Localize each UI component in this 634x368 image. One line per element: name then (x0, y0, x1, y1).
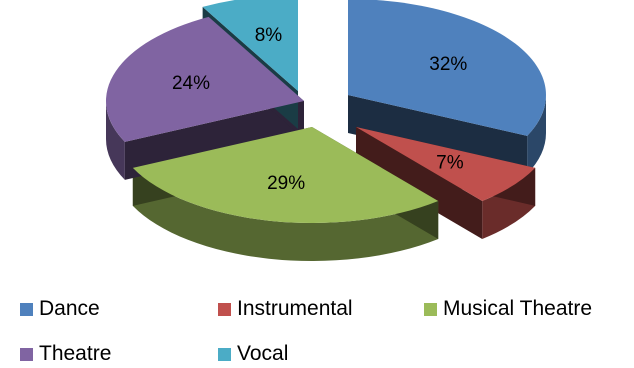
slice-musical-theatre (132, 127, 439, 224)
slice-dance (348, 0, 546, 136)
slice-cut-dance-1 (348, 95, 528, 174)
slice-wall-musical-theatre (132, 167, 439, 262)
slice-cut-instrumental-1 (356, 127, 483, 239)
data-label-instrumental: 7% (436, 152, 464, 173)
slice-instrumental (356, 127, 536, 201)
data-label-musical-theatre: 29% (267, 173, 305, 194)
slice-wall-theatre (106, 101, 125, 180)
data-label-theatre: 24% (172, 73, 210, 94)
data-label-dance: 32% (429, 54, 467, 75)
slice-vocal (202, 0, 298, 91)
data-label-vocal: 8% (255, 25, 283, 46)
slice-theatre (105, 16, 305, 142)
slice-wall-dance (527, 95, 546, 174)
